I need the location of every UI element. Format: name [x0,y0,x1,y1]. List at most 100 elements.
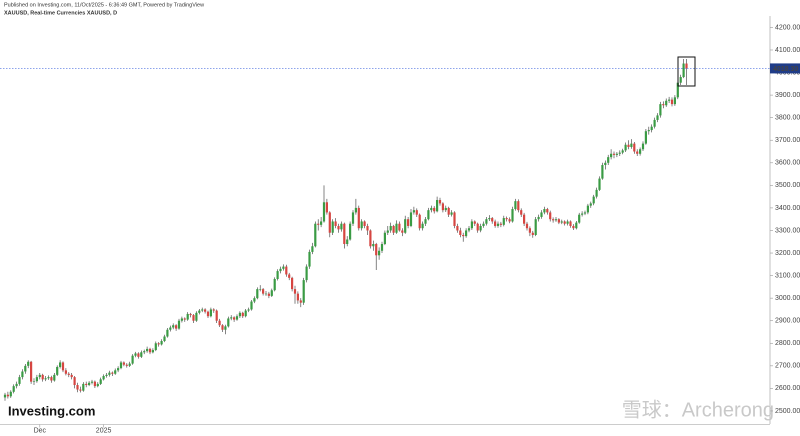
candle-body [624,144,627,151]
candle-body [50,377,53,381]
candle-body [427,210,430,220]
candle-body [575,222,578,229]
candle-body [15,383,18,387]
candle-body [563,221,566,224]
candle-body [59,362,62,367]
candle-body [206,311,210,317]
candle-body [528,228,531,233]
candle-body [328,212,331,233]
candle-body [302,280,305,303]
candle-body [383,232,386,245]
candle-body [543,209,546,213]
candle-body [363,221,366,226]
last-price-box [770,63,800,74]
candle-body [601,165,604,179]
logo: Investing.com [8,403,95,418]
candle-body [122,362,125,365]
candle-body [99,379,102,384]
candle-body [308,251,311,267]
candle-body [163,336,166,342]
candle-body [44,378,47,380]
candle-body [534,219,537,235]
candle-body [618,152,621,154]
candle-body [395,223,398,233]
candle-body [267,293,270,296]
candle-body [224,326,227,330]
candle-body [546,209,549,213]
candle-body [85,383,88,386]
candle-body [511,209,514,222]
candle-body [299,300,302,303]
candle-body [322,202,326,222]
candle-body [505,218,508,220]
y-tick-label: 2700.00 [775,363,800,370]
candle-body [659,104,662,116]
candle-body [88,382,91,386]
candle-body [351,212,355,224]
highlight-box [677,56,696,87]
candle-body [650,126,653,131]
candle-body [3,394,7,398]
candle-body [137,353,140,357]
candle-body [401,230,404,233]
candle-body [560,221,563,223]
y-tick-label: 2500.00 [775,408,800,415]
candle-body [317,223,320,225]
candle-body [641,143,645,150]
candle-body [212,309,215,311]
y-tick-label: 4200.00 [775,24,800,31]
candle-body [586,205,589,213]
candle-body [647,130,650,132]
candle-body [514,201,517,210]
candle-body [70,374,73,378]
candle-body [682,63,685,78]
candle-body [392,225,395,233]
candle-body [264,293,268,295]
candle-body [93,381,96,387]
candle-body [398,223,401,231]
candle-body [607,157,610,163]
candle-body [108,372,111,375]
candle-body [32,381,36,382]
candle-body [296,293,299,301]
y-tick-label: 3900.00 [775,92,800,99]
candle-body [114,370,117,374]
candle-body [169,327,172,330]
candle-body [525,223,529,229]
candle-body [389,225,392,231]
candle-body [673,97,676,105]
candle-body [418,214,421,229]
candle-body [256,289,259,299]
candle-body [125,364,128,366]
candle-body [270,290,273,296]
candle-body [24,365,27,372]
candle-body [47,377,50,379]
candle-body [462,234,465,237]
candle-body [337,225,340,230]
candle-body [90,381,94,383]
candle-body [441,203,444,211]
candle-body [314,223,317,247]
candle-body [346,239,349,245]
candle-body [421,223,424,229]
candle-body [311,246,314,252]
candle-body [499,223,502,225]
candle-body [12,386,15,392]
candle-body [102,375,105,380]
candle-body [262,289,265,294]
candle-body [592,196,595,204]
candle-body [148,348,152,353]
candle-body [160,341,163,345]
candle-body [195,312,198,321]
y-tick-label: 2800.00 [775,340,800,347]
candle-body [415,210,418,215]
candle-body [244,310,247,317]
x-tick-label: Dec [34,427,47,434]
candle-body [424,219,427,224]
candle-body [233,317,236,320]
candle-body [644,131,647,144]
candle-body [375,244,378,256]
candle-body [218,320,221,326]
candle-body [554,219,558,221]
